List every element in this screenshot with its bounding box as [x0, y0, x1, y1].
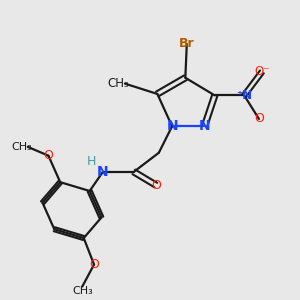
Text: ⁺N: ⁺N: [236, 89, 252, 102]
Text: Br: Br: [179, 38, 195, 50]
Text: N: N: [97, 165, 109, 179]
Text: O⁻: O⁻: [254, 65, 270, 78]
Text: N: N: [199, 119, 210, 133]
Text: CH₃: CH₃: [108, 77, 129, 90]
Text: CH₃: CH₃: [11, 142, 32, 152]
Text: O: O: [151, 178, 161, 192]
Text: CH₃: CH₃: [72, 286, 93, 296]
Text: O: O: [254, 112, 264, 125]
Text: O: O: [44, 149, 53, 162]
Text: H: H: [86, 155, 96, 168]
Text: O: O: [89, 258, 99, 271]
Text: N: N: [166, 119, 178, 133]
